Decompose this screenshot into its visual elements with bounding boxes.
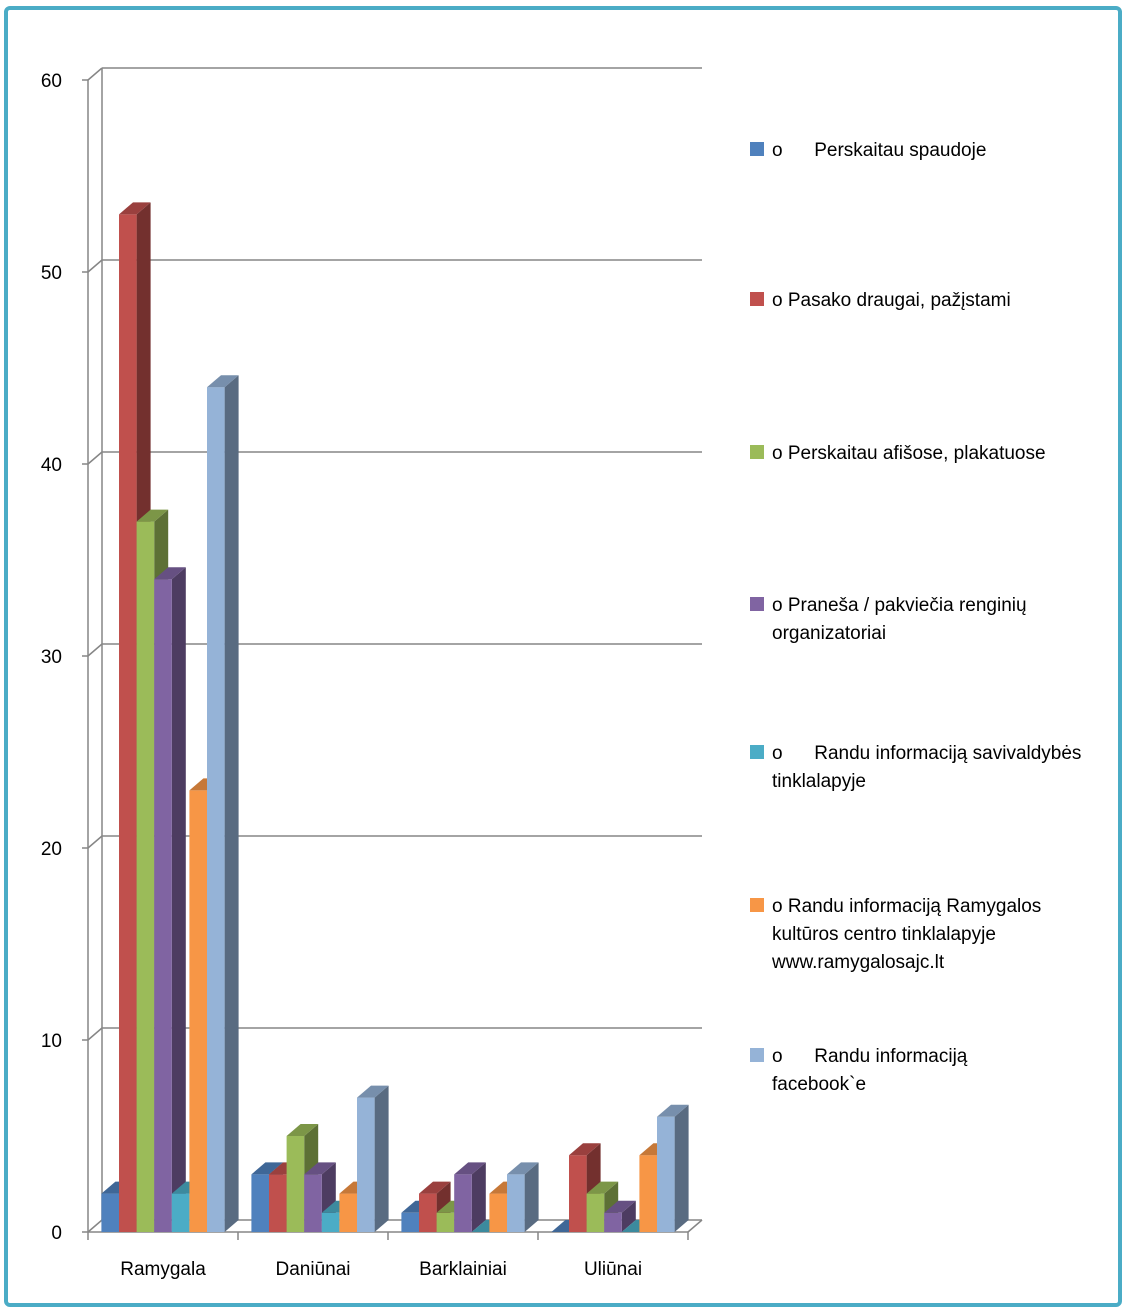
bar-top xyxy=(507,1162,539,1175)
bar-side xyxy=(674,1104,689,1232)
y-tick-label: 50 xyxy=(41,263,62,284)
bar-top xyxy=(569,1143,601,1156)
x-category-label: Daniūnai xyxy=(276,1259,351,1280)
legend-label: o Praneša / pakviečia renginių organizat… xyxy=(772,595,1032,644)
y-tick-label: 10 xyxy=(41,1031,62,1052)
bar-front xyxy=(639,1155,657,1232)
x-category-label: Ramygala xyxy=(120,1259,206,1280)
legend-label: o Perskaitau spaudoje xyxy=(772,140,987,161)
bar-front xyxy=(436,1212,455,1232)
legend: o Perskaitau spaudoje o Pasako draugai, p… xyxy=(750,0,1120,1313)
bar-front xyxy=(189,790,207,1232)
bar-top xyxy=(357,1085,389,1098)
bar-top xyxy=(604,1200,636,1213)
x-category-label: Barklainiai xyxy=(419,1259,507,1280)
gridline-connector xyxy=(87,451,103,465)
bar xyxy=(154,567,186,1232)
floor-edge xyxy=(687,1219,703,1233)
bar-front xyxy=(207,387,225,1232)
bar-top xyxy=(657,1104,689,1117)
bar-front xyxy=(286,1136,305,1232)
bar-front xyxy=(357,1097,375,1232)
legend-label: o Perskaitau afišose, plakatuose xyxy=(772,443,1046,464)
y-tick-label: 30 xyxy=(41,647,62,668)
legend-swatch xyxy=(750,445,764,459)
bar-front xyxy=(507,1174,525,1232)
bar xyxy=(357,1085,389,1232)
legend-label: o Randu informaciją facebook`e xyxy=(772,1046,973,1095)
legend-swatch xyxy=(750,292,764,306)
bar xyxy=(207,375,239,1232)
legend-swatch xyxy=(750,898,764,912)
bar-front xyxy=(269,1174,287,1232)
bar-top xyxy=(419,1181,451,1194)
bar-side xyxy=(171,567,186,1232)
bar xyxy=(454,1162,486,1232)
bar-front xyxy=(604,1212,622,1232)
bar-side xyxy=(374,1085,389,1232)
y-tick-label: 40 xyxy=(41,455,62,476)
bar xyxy=(507,1162,539,1232)
bar-side xyxy=(224,375,239,1232)
axis-labels: 0 10 20 30 40 50 60 Ramygala Daniūnai Barklainiai… xyxy=(41,71,642,1280)
gridline-connector xyxy=(87,643,103,657)
bar-front xyxy=(251,1174,269,1232)
bar-top xyxy=(136,509,169,522)
legend-swatch xyxy=(750,1048,764,1062)
bar-front xyxy=(119,214,137,1232)
bar-front xyxy=(101,1193,119,1232)
bar-front xyxy=(419,1193,437,1232)
legend-swatch xyxy=(750,142,764,156)
y-tick-label: 0 xyxy=(51,1223,62,1244)
bar-front xyxy=(304,1174,322,1232)
bar-front xyxy=(154,579,172,1232)
legend-label: o Randu informaciją Ramygalos kultūros c… xyxy=(772,896,1047,973)
bar-front xyxy=(657,1116,675,1232)
bar-front xyxy=(454,1174,472,1232)
bar-side xyxy=(621,1200,636,1232)
y-tick-label: 60 xyxy=(41,71,62,92)
gridline-connector xyxy=(87,1219,103,1233)
legend-swatch xyxy=(750,597,764,611)
gridline-connector xyxy=(87,1027,103,1041)
bar xyxy=(604,1200,636,1232)
bar-front xyxy=(401,1212,419,1232)
legend-label: o Randu informaciją savivaldybės tinklal… xyxy=(772,743,1087,792)
bar-top xyxy=(119,202,151,215)
bar-top xyxy=(154,567,186,580)
bar-top xyxy=(304,1162,336,1175)
gridline-connector xyxy=(87,835,103,849)
bar-front xyxy=(321,1212,340,1232)
bar-front xyxy=(489,1193,507,1232)
legend-label: o Pasako draugai, pažįstami xyxy=(772,290,1011,311)
gridline-connector xyxy=(87,259,103,273)
bar-front xyxy=(136,521,155,1232)
legend-swatch xyxy=(750,745,764,759)
y-tick-label: 20 xyxy=(41,839,62,860)
bar-front xyxy=(339,1193,357,1232)
bar-top xyxy=(251,1162,283,1175)
bar-chart: 0 10 20 30 40 50 60 Ramygala Daniūnai Barklainiai… xyxy=(41,67,703,1280)
bar-front xyxy=(171,1193,190,1232)
bar-front xyxy=(569,1155,587,1232)
bars xyxy=(101,202,689,1233)
x-category-label: Uliūnai xyxy=(584,1259,642,1280)
bar xyxy=(657,1104,689,1232)
gridline-connector xyxy=(87,67,103,81)
bar-top xyxy=(454,1162,486,1175)
bar-top xyxy=(207,375,239,388)
bar-top xyxy=(586,1181,619,1194)
bar-side xyxy=(524,1162,539,1232)
bar-front xyxy=(586,1193,605,1232)
bar-side xyxy=(471,1162,486,1232)
bar-top xyxy=(286,1124,319,1136)
